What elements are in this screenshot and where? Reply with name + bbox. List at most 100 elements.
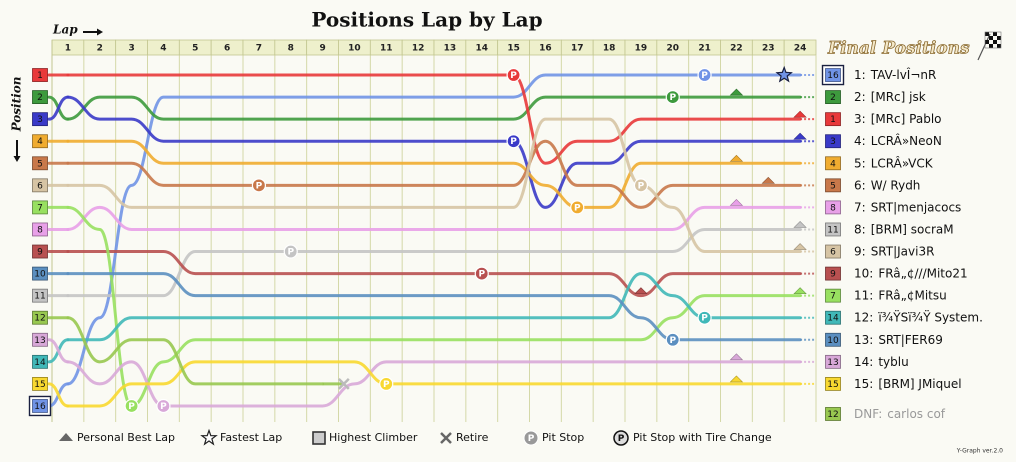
final-position: 10: bbox=[854, 266, 873, 280]
personal-best-marker bbox=[634, 287, 648, 294]
final-entry: 1: TAV-lvÎ¬nR bbox=[854, 67, 936, 82]
pit-stop: P bbox=[633, 178, 649, 193]
y-arrow bbox=[13, 140, 21, 162]
position-line bbox=[66, 73, 802, 386]
final-box-label: 9 bbox=[830, 270, 836, 280]
legend-icon-pit-tire-symbol: P bbox=[618, 434, 625, 444]
start-box bbox=[32, 310, 48, 325]
checkered-flag bbox=[977, 31, 1002, 61]
legend-icon-fastest bbox=[200, 428, 218, 446]
position-line bbox=[66, 360, 802, 408]
final-entry: 3: [MRc] Pablo bbox=[854, 112, 942, 126]
fastest-lap-marker bbox=[775, 65, 793, 83]
pit-stop: P bbox=[665, 332, 680, 347]
driver-name: SRT|FER69 bbox=[878, 332, 943, 346]
final-box bbox=[825, 377, 841, 391]
driver-name: carlos cof bbox=[887, 406, 946, 420]
lap-label: 9 bbox=[319, 44, 325, 54]
final-entry: 8: [BRM] socraM bbox=[854, 222, 954, 236]
position-line bbox=[66, 205, 802, 231]
final-position: 1: bbox=[854, 68, 866, 82]
final-box-label: 13 bbox=[827, 358, 838, 368]
position-line bbox=[66, 139, 802, 209]
pit-symbol: P bbox=[478, 270, 485, 280]
lap-label: 18 bbox=[603, 44, 616, 54]
pit-circle bbox=[506, 134, 521, 149]
start-line bbox=[47, 338, 70, 364]
start-box bbox=[32, 332, 48, 347]
start-box bbox=[32, 244, 48, 259]
start-box bbox=[32, 178, 48, 193]
pit-symbol: P bbox=[128, 402, 135, 412]
pit-symbol: P bbox=[669, 336, 676, 346]
personal-best-marker bbox=[793, 243, 807, 250]
driver-name: LCRÂ»NeoN bbox=[871, 133, 942, 148]
start-box-label: 9 bbox=[37, 248, 43, 258]
final-entry: 9: SRT|Javi3R bbox=[854, 244, 934, 258]
lap-label: 4 bbox=[160, 44, 166, 54]
final-box bbox=[825, 90, 841, 104]
lap-label: 11 bbox=[380, 44, 393, 54]
final-box bbox=[825, 68, 841, 82]
pit-symbol: P bbox=[383, 380, 390, 390]
position-line bbox=[66, 316, 325, 386]
final-box-label: 3 bbox=[830, 137, 836, 147]
start-box-label: 8 bbox=[37, 225, 43, 235]
final-box-label: 4 bbox=[830, 159, 836, 169]
final-entry: 11: FRâ„¢Mitsu bbox=[854, 288, 947, 302]
final-position: 6: bbox=[854, 178, 866, 192]
final-position: 14: bbox=[854, 354, 873, 368]
final-box bbox=[825, 266, 841, 281]
pit-stop: P bbox=[506, 67, 521, 83]
lap-label: 23 bbox=[762, 44, 775, 54]
driver-name: SRT|menjacocs bbox=[871, 200, 962, 214]
footer: Y-Graph ver.2.0 bbox=[956, 448, 1003, 455]
lap-label: 20 bbox=[666, 44, 679, 54]
pit-symbol: P bbox=[510, 71, 517, 81]
driver-name: LCRÂ»VCK bbox=[871, 155, 934, 170]
personal-best-marker bbox=[793, 221, 807, 228]
final-entry: 6: W/ Rydh bbox=[854, 178, 920, 192]
lap-label: 3 bbox=[128, 44, 134, 54]
driver-name: TAV-lvÎ¬nR bbox=[870, 67, 937, 82]
lap-label: 21 bbox=[698, 44, 711, 54]
final-position: 8: bbox=[854, 222, 866, 236]
final-entry: 15: [BRM] JMiquel bbox=[854, 376, 962, 390]
final-box bbox=[825, 288, 841, 303]
pit-stop: P bbox=[379, 376, 394, 392]
final-box-label: 8 bbox=[830, 203, 836, 213]
pit-circle bbox=[156, 398, 171, 414]
driver-name: W/ Rydh bbox=[871, 178, 921, 192]
legend-label: Retire bbox=[456, 431, 489, 444]
start-box-label: 14 bbox=[34, 358, 46, 368]
pit-symbol: P bbox=[701, 314, 708, 324]
final-box bbox=[825, 112, 841, 127]
pit-symbol: P bbox=[701, 71, 708, 81]
pit-symbol: P bbox=[638, 181, 645, 191]
final-position: 12: bbox=[854, 310, 873, 324]
position-line bbox=[66, 250, 802, 298]
pit-stop: P bbox=[251, 178, 267, 193]
final-box-label: 14 bbox=[827, 314, 839, 324]
pit-circle bbox=[124, 398, 139, 414]
personal-best-marker bbox=[729, 198, 744, 206]
pit-stop: P bbox=[506, 134, 521, 149]
final-position: 2: bbox=[854, 90, 866, 104]
start-box-label: 13 bbox=[34, 336, 45, 346]
final-entry: 5: LCRÂ»VCK bbox=[854, 155, 934, 170]
final-box bbox=[825, 244, 841, 259]
pit-circle bbox=[506, 67, 521, 83]
retire-stroke bbox=[337, 378, 350, 390]
final-box-label: 2 bbox=[830, 93, 836, 103]
start-box bbox=[32, 200, 48, 215]
start-box bbox=[32, 134, 48, 149]
start-box bbox=[32, 288, 48, 303]
pit-circle bbox=[697, 310, 712, 325]
position-line bbox=[66, 95, 802, 209]
lap-label: 16 bbox=[539, 44, 552, 54]
final-box bbox=[825, 332, 841, 347]
driver-name: tyblu bbox=[878, 354, 908, 368]
final-position: 13: bbox=[854, 332, 873, 346]
driver-name: [BRM] socraM bbox=[871, 222, 954, 236]
pit-circle bbox=[474, 266, 489, 281]
